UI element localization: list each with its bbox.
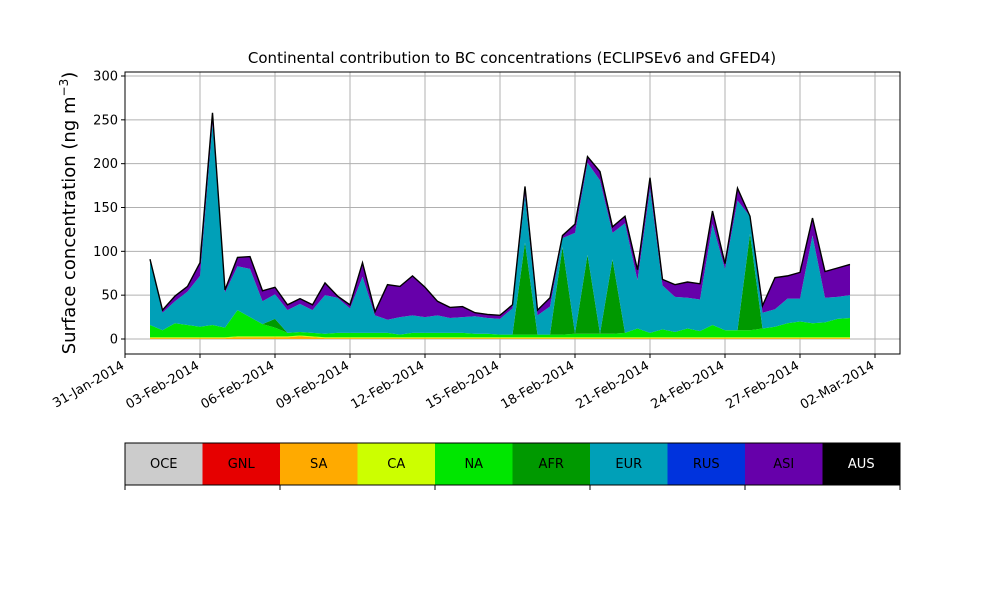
legend-swatch-eur — [590, 443, 668, 485]
legend-swatch-afr — [512, 443, 590, 485]
y-tick-label: 100 — [93, 245, 118, 260]
area-ca — [150, 335, 850, 339]
x-tick-label: 31-Jan-2014 — [50, 358, 127, 411]
y-tick-label: 200 — [93, 157, 118, 172]
area-eur — [150, 123, 850, 335]
x-tick-label: 24-Feb-2014 — [648, 358, 727, 412]
x-tick-label: 06-Feb-2014 — [198, 358, 277, 412]
x-ticks: 31-Jan-201403-Feb-201406-Feb-201409-Feb-… — [50, 354, 877, 413]
x-tick-label: 18-Feb-2014 — [498, 358, 577, 412]
x-tick-label: 03-Feb-2014 — [123, 358, 202, 412]
legend-label-rus: RUS — [693, 457, 720, 472]
color-legend: OCE GNL SA CA NA AFR EUR RUS ASI AUS — [124, 442, 901, 490]
legend-swatch-oce — [125, 443, 203, 485]
legend-label-asi: ASI — [773, 457, 794, 472]
legend-frame — [124, 442, 901, 486]
x-tick-label: 02-Mar-2014 — [798, 358, 877, 412]
y-tick-label: 50 — [101, 289, 118, 304]
legend-swatch-ca — [357, 443, 435, 485]
area-sa — [150, 336, 850, 339]
total-outline — [149, 112, 851, 317]
y-axis-label: Surface concentration (ng m−3) — [57, 72, 80, 355]
y-axis-label-sup: −3 — [57, 79, 71, 97]
x-tick-label: 12-Feb-2014 — [348, 358, 427, 412]
y-axis-label-close: ) — [59, 72, 80, 79]
y-ticks: 0 50 100 150 200 250 300 — [93, 70, 125, 348]
chart-title: Continental contribution to BC concentra… — [248, 49, 776, 67]
legend-swatch-asi — [745, 443, 823, 485]
y-tick-label: 250 — [93, 113, 118, 128]
legend-swatch-gnl — [202, 443, 280, 485]
legend-label-afr: AFR — [539, 457, 564, 472]
legend-label-ca: CA — [387, 457, 405, 472]
legend-label-gnl: GNL — [228, 457, 256, 472]
legend-swatch-na — [435, 443, 513, 485]
x-tick-label: 09-Feb-2014 — [273, 358, 352, 412]
x-tick-label: 27-Feb-2014 — [723, 358, 802, 412]
legend-swatch-sa — [280, 443, 358, 485]
x-tick-label: 21-Feb-2014 — [573, 358, 652, 412]
x-tick-label: 15-Feb-2014 — [423, 358, 502, 412]
legend-label-aus: AUS — [848, 457, 875, 472]
area-na — [150, 310, 850, 338]
area-asi — [150, 112, 850, 320]
stacked-areas — [149, 112, 851, 339]
legend-label-na: NA — [464, 457, 483, 472]
y-tick-label: 150 — [93, 201, 118, 216]
y-axis-label-main: Surface concentration (ng m — [59, 96, 80, 354]
plot-frame — [124, 71, 901, 355]
legend-label-eur: EUR — [615, 457, 642, 472]
legend-label-sa: SA — [310, 457, 327, 472]
legend-swatch-aus — [822, 443, 900, 485]
y-tick-label: 0 — [110, 333, 118, 348]
legend-label-oce: OCE — [150, 457, 178, 472]
legend-swatch-rus — [667, 443, 745, 485]
y-tick-label: 300 — [93, 70, 118, 85]
